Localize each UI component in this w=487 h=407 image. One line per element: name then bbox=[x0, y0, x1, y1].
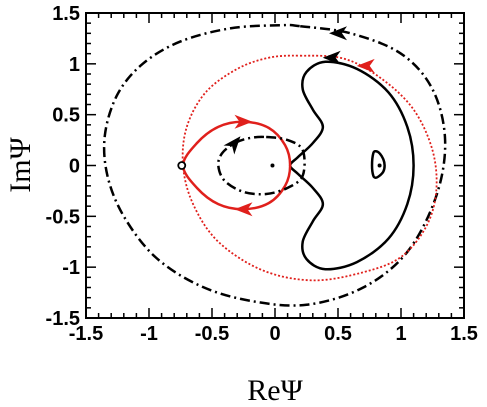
direction-arrowhead bbox=[234, 114, 253, 129]
direction-arrowhead bbox=[356, 58, 375, 73]
x-tick-label: 1 bbox=[395, 323, 406, 345]
x-tick-label: -0.5 bbox=[195, 323, 229, 345]
y-tick-labels: -1.5 -1 -0.5 0 0.5 1 1.5 bbox=[46, 3, 80, 330]
x-tick-label: 0 bbox=[269, 323, 280, 345]
y-tick-label: -0.5 bbox=[46, 206, 80, 228]
axis-ticks bbox=[85, 12, 465, 319]
trajectory-curve-3 bbox=[288, 60, 415, 271]
y-tick-label: 1.5 bbox=[52, 3, 80, 25]
trajectory-curve-2 bbox=[181, 54, 438, 282]
fixed-point-dot bbox=[377, 163, 382, 168]
plot-frame bbox=[85, 12, 465, 319]
direction-arrowhead bbox=[322, 50, 341, 65]
x-tick-labels: -1.5 -1 -0.5 0 0.5 1 1.5 bbox=[69, 323, 478, 345]
y-tick-label: 0.5 bbox=[52, 105, 80, 127]
direction-arrows bbox=[223, 26, 375, 217]
fixed-point-dot bbox=[270, 163, 275, 168]
x-axis-label: ReΨ bbox=[247, 374, 303, 407]
trajectory-curve-5 bbox=[216, 135, 306, 196]
direction-arrowhead bbox=[223, 136, 241, 155]
direction-arrowhead bbox=[329, 26, 347, 41]
x-tick-label: -1.5 bbox=[69, 323, 103, 345]
trajectory-curve-1 bbox=[102, 23, 447, 307]
y-axis-label: ImΨ bbox=[4, 136, 37, 192]
y-tick-label: 0 bbox=[69, 156, 80, 178]
y-tick-label: -1.5 bbox=[46, 308, 80, 330]
saddle-point-marker bbox=[177, 161, 187, 170]
x-tick-label: 0.5 bbox=[324, 323, 352, 345]
direction-arrowhead bbox=[234, 202, 253, 217]
x-tick-label: 1.5 bbox=[450, 323, 478, 345]
fixed-points bbox=[177, 161, 382, 170]
trajectory-curve-4 bbox=[181, 120, 292, 211]
y-tick-label: -1 bbox=[62, 257, 80, 279]
y-tick-label: 1 bbox=[69, 54, 80, 76]
trajectory-curve-6 bbox=[370, 150, 386, 179]
trajectories bbox=[102, 23, 447, 307]
x-tick-label: -1 bbox=[140, 323, 158, 345]
